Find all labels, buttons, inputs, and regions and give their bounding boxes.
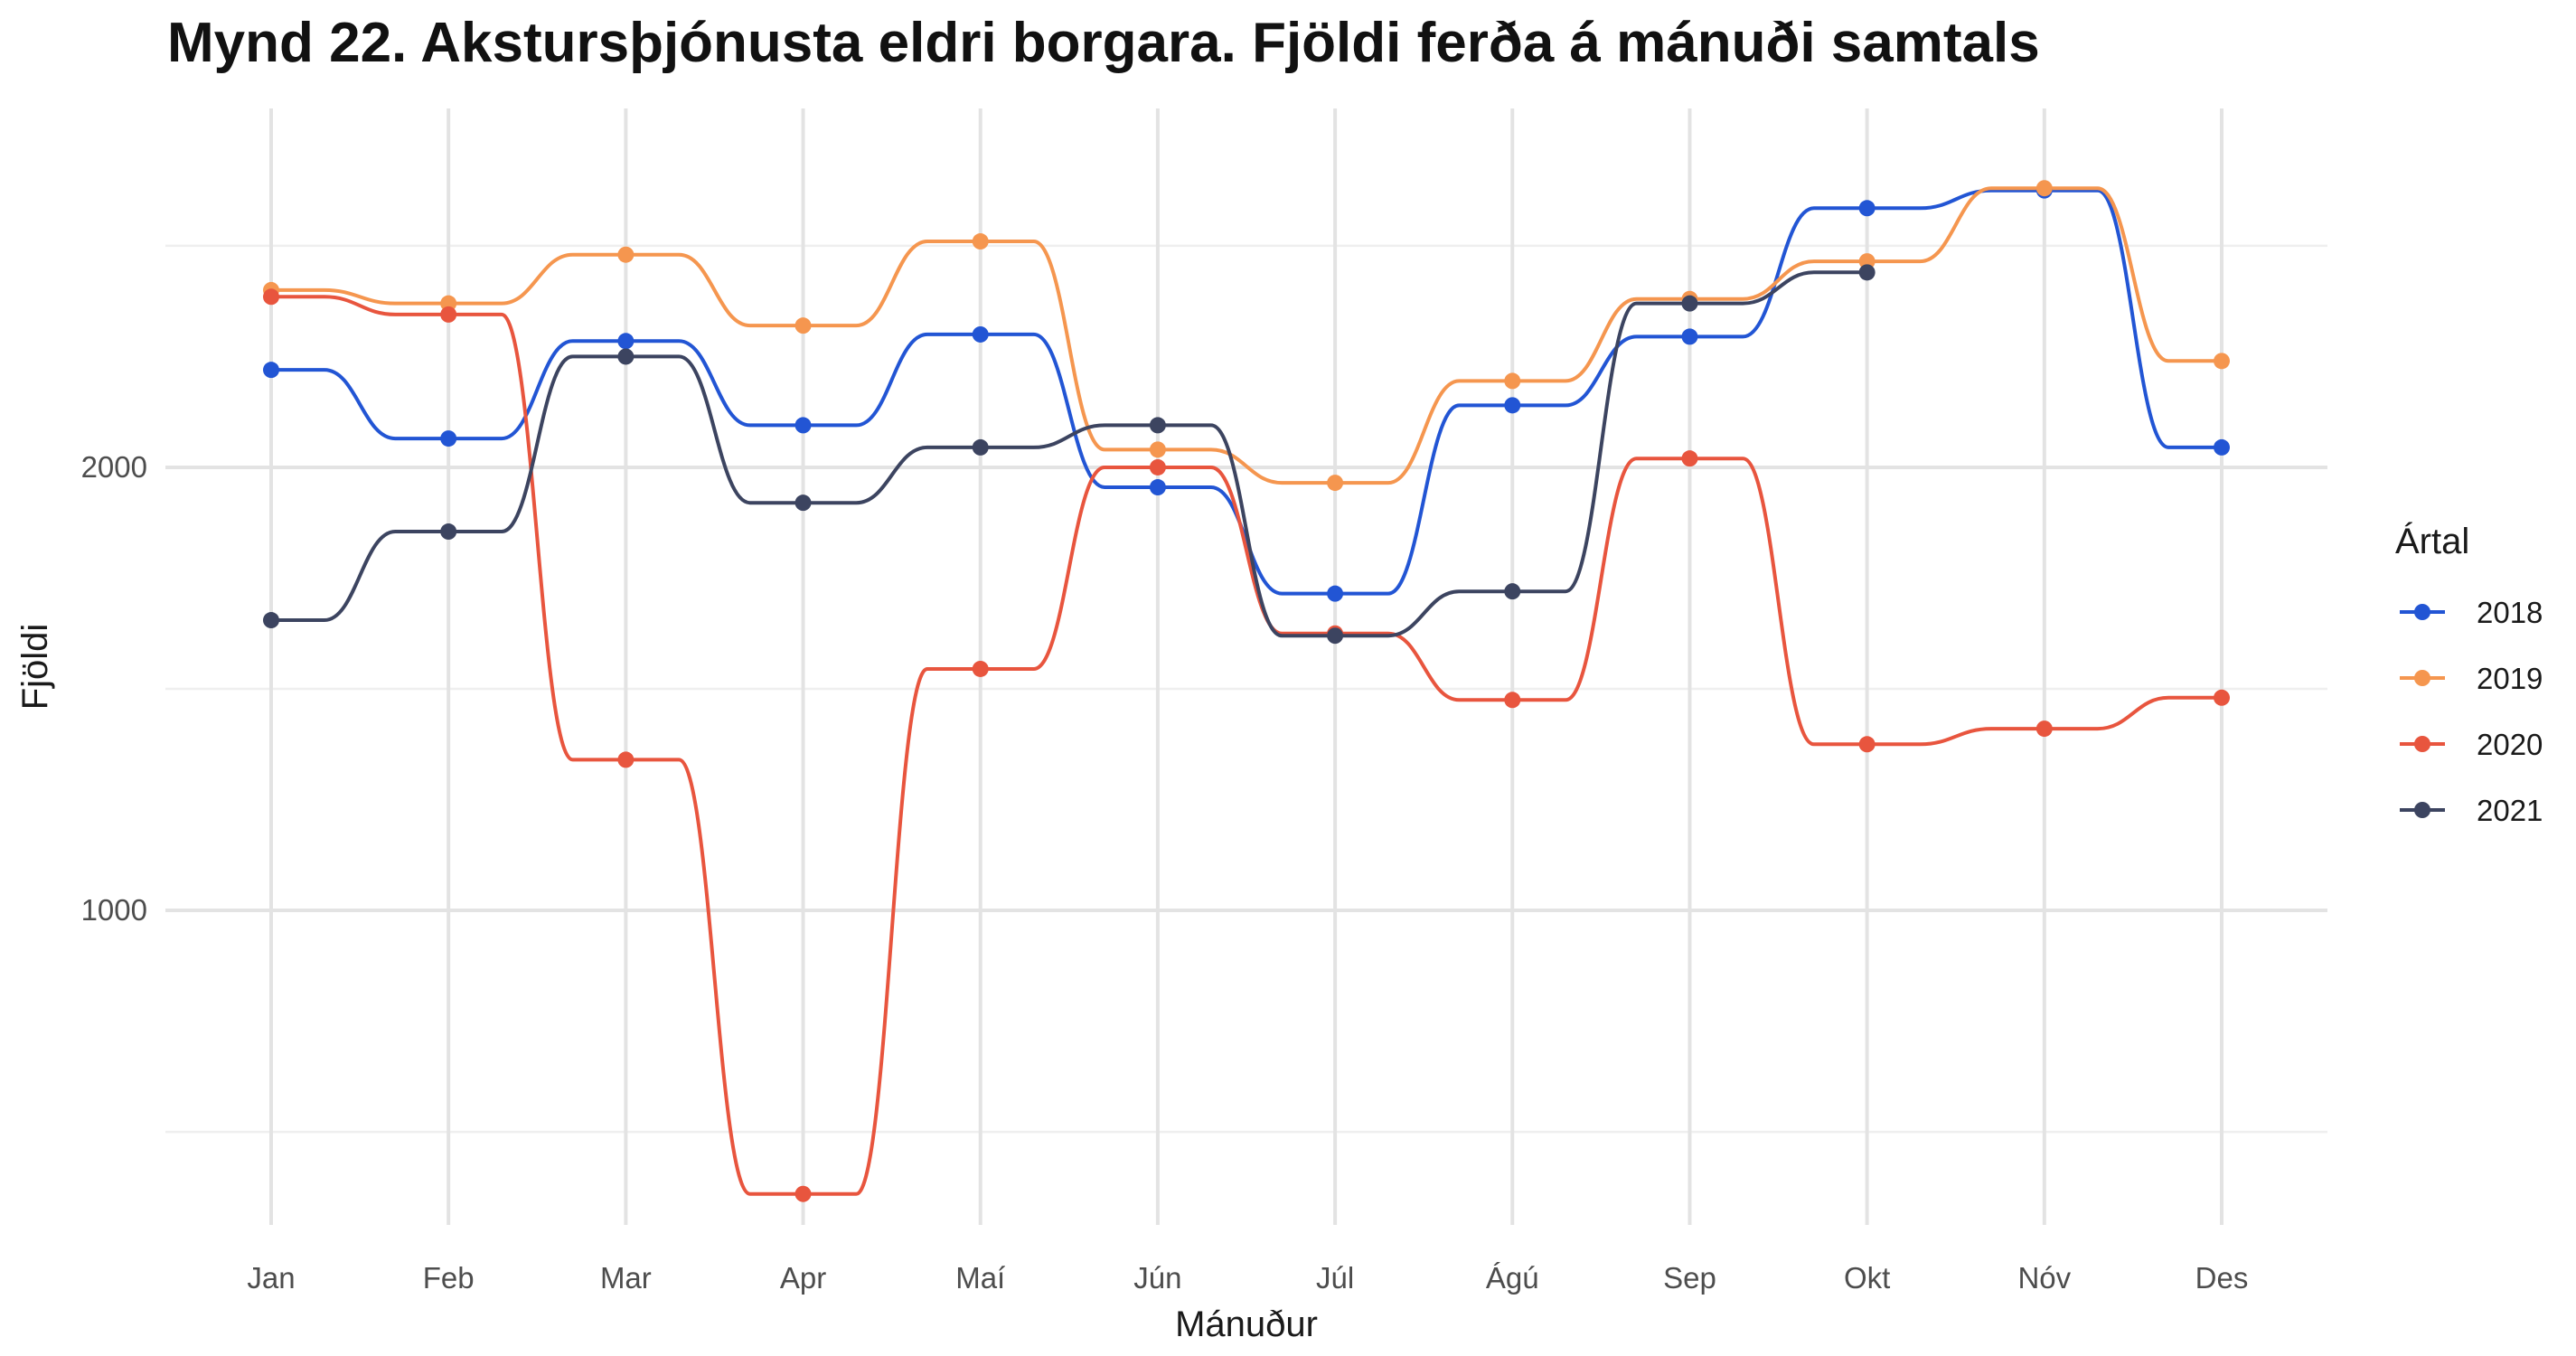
data-point-2019 <box>2214 353 2230 370</box>
legend-label-2021: 2021 <box>2477 794 2543 827</box>
data-point-2018 <box>617 333 635 350</box>
data-point-2019 <box>794 317 812 334</box>
data-point-2020 <box>440 306 457 323</box>
data-point-2020 <box>1858 736 1876 753</box>
data-point-2021 <box>440 523 457 541</box>
data-point-2018 <box>1858 200 1876 217</box>
x-tick-label: Des <box>2195 1261 2249 1295</box>
y-tick-label: 1000 <box>81 893 147 927</box>
data-point-2021 <box>1327 627 1344 645</box>
legend: Ártal 2018 2019 2020 2021 <box>2395 521 2543 827</box>
legend-key-point-2019 <box>2414 670 2430 686</box>
data-point-2019 <box>2035 180 2053 197</box>
x-tick-label: Ágú <box>1486 1261 1539 1295</box>
data-point-2018 <box>972 325 989 343</box>
data-point-2021 <box>263 612 279 629</box>
series-line-2020 <box>271 295 2222 1196</box>
x-tick-label: Mar <box>600 1261 652 1295</box>
data-point-2018 <box>2214 438 2230 456</box>
legend-label-2019: 2019 <box>2477 662 2543 695</box>
x-tick-label: Jan <box>247 1261 295 1295</box>
x-tick-label: Jún <box>1133 1261 1181 1295</box>
data-point-2020 <box>794 1185 812 1202</box>
data-point-2020 <box>972 660 989 677</box>
data-point-2020 <box>1504 692 1521 709</box>
data-point-2018 <box>263 362 279 379</box>
series-line-2018 <box>271 188 2222 596</box>
x-tick-labels: Jan Feb Mar Apr Maí Jún Júl Ágú Sep Okt Nóv Des <box>247 1261 2248 1295</box>
data-point-2020 <box>2035 720 2053 738</box>
data-point-2021 <box>1681 295 1698 312</box>
legend-label-2018: 2018 <box>2477 596 2543 629</box>
x-tick-label: Nóv <box>2017 1261 2071 1295</box>
x-tick-label: Júl <box>1316 1261 1354 1295</box>
data-point-2019 <box>1327 475 1344 492</box>
legend-label-2020: 2020 <box>2477 728 2543 761</box>
legend-key-point-2021 <box>2414 802 2430 818</box>
series-points <box>263 180 2230 1202</box>
data-point-2019 <box>972 233 989 250</box>
data-point-2021 <box>617 348 635 365</box>
x-tick-label: Maí <box>955 1261 1005 1295</box>
data-point-2020 <box>2214 689 2230 706</box>
series-lines <box>271 186 2222 1196</box>
data-point-2020 <box>263 288 279 306</box>
data-point-2018 <box>1149 479 1166 496</box>
data-point-2021 <box>1858 264 1876 281</box>
data-point-2019 <box>1504 372 1521 390</box>
data-point-2019 <box>617 246 635 263</box>
legend-title: Ártal <box>2395 521 2469 561</box>
series-line-2019 <box>271 186 2222 485</box>
legend-key-point-2018 <box>2414 604 2430 620</box>
legend-key-point-2020 <box>2414 736 2430 752</box>
y-tick-labels: 1000 2000 <box>81 450 147 927</box>
data-point-2021 <box>1149 417 1166 434</box>
y-axis-title: Fjöldi <box>15 624 55 711</box>
data-point-2018 <box>440 430 457 447</box>
y-tick-label: 2000 <box>81 450 147 484</box>
x-tick-label: Apr <box>780 1261 826 1295</box>
x-tick-label: Feb <box>423 1261 475 1295</box>
data-point-2018 <box>1327 585 1344 602</box>
chart-title: Mynd 22. Akstursþjónusta eldri borgara. … <box>167 12 2040 74</box>
series-line-2021 <box>271 270 1867 638</box>
data-point-2021 <box>972 438 989 456</box>
data-point-2019 <box>1149 441 1166 458</box>
data-point-2021 <box>1504 583 1521 600</box>
x-tick-label: Okt <box>1844 1261 1890 1295</box>
data-point-2021 <box>794 494 812 512</box>
data-point-2018 <box>1681 328 1698 345</box>
data-point-2018 <box>1504 397 1521 414</box>
data-point-2020 <box>1149 458 1166 476</box>
x-tick-label: Sep <box>1663 1261 1716 1295</box>
x-axis-title: Mánuður <box>1175 1304 1318 1344</box>
gridlines <box>165 108 2327 1225</box>
data-point-2020 <box>617 751 635 768</box>
data-point-2020 <box>1681 450 1698 467</box>
data-point-2018 <box>794 417 812 434</box>
